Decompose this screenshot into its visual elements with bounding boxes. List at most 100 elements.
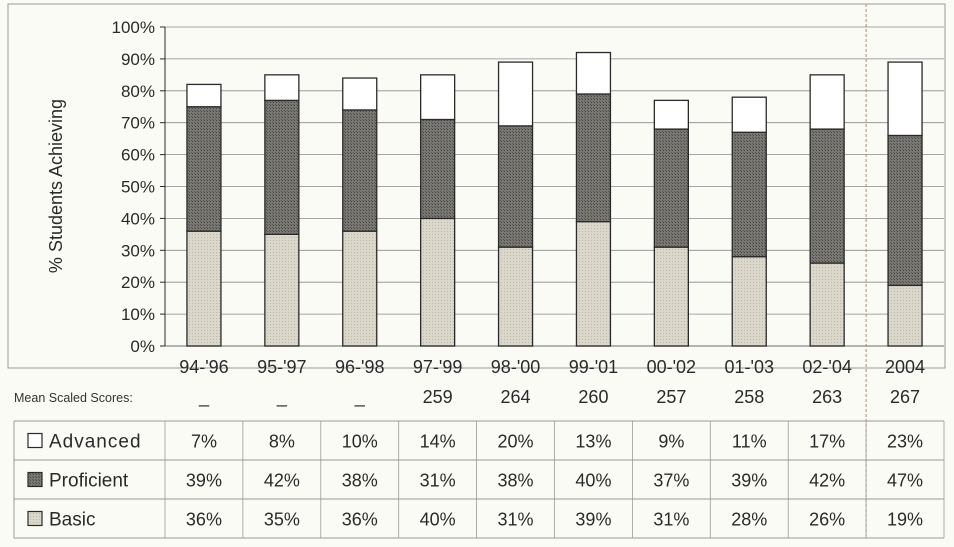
mean-scaled-score: 260 xyxy=(578,387,608,407)
mean-scaled-score: 263 xyxy=(812,387,842,407)
bar-segment-proficient xyxy=(264,99,300,235)
bar-segment-basic xyxy=(419,217,456,347)
y-tick-label: 90% xyxy=(121,50,155,69)
mean-scaled-score: _ xyxy=(198,387,210,408)
legend-label-basic: Basic xyxy=(49,510,95,531)
bar-segment-basic xyxy=(186,230,222,347)
bar-segment-advanced xyxy=(264,74,300,102)
bar-segment-basic xyxy=(809,262,845,347)
mean-scaled-score: 259 xyxy=(423,387,453,407)
bar-segment-advanced xyxy=(731,96,767,133)
data-label-basic: 39% xyxy=(575,510,611,530)
data-label-advanced: 9% xyxy=(658,432,684,452)
legend-swatch-basic xyxy=(27,510,43,527)
mean-scaled-score: 258 xyxy=(734,387,764,407)
bar-segment-advanced xyxy=(809,74,845,130)
y-tick-label: 20% xyxy=(121,273,155,292)
x-tick-label: 94-'96 xyxy=(179,357,228,377)
y-tick-label: 50% xyxy=(121,178,155,197)
mean-scaled-score: _ xyxy=(276,387,288,408)
mean-scaled-score: 264 xyxy=(501,387,531,407)
bar-segment-proficient xyxy=(575,93,612,223)
bar-segment-advanced xyxy=(497,61,534,127)
mean-scaled-score: 267 xyxy=(890,387,920,407)
data-label-advanced: 20% xyxy=(498,432,534,452)
bar-segment-advanced xyxy=(653,99,689,130)
bar-segment-advanced xyxy=(575,51,612,95)
data-label-proficient: 42% xyxy=(264,471,300,491)
y-tick-label: 100% xyxy=(112,18,155,37)
x-tick-label: 99-'01 xyxy=(569,357,618,377)
mean-scores-label: Mean Scaled Scores: xyxy=(14,391,133,405)
bar-segment-basic xyxy=(731,256,767,347)
x-tick-label: 2004 xyxy=(885,357,925,377)
x-tick-label: 95-'97 xyxy=(257,357,306,377)
data-label-advanced: 23% xyxy=(887,432,923,452)
bar-segment-advanced xyxy=(186,83,222,108)
data-label-basic: 19% xyxy=(887,510,923,530)
bar-segment-proficient xyxy=(887,134,923,287)
x-tick-label: 01-'03 xyxy=(725,357,774,377)
data-label-advanced: 13% xyxy=(575,432,611,452)
bar-segment-proficient xyxy=(342,109,378,232)
data-label-basic: 40% xyxy=(420,510,456,530)
bar-segment-proficient xyxy=(809,128,845,264)
y-tick-label: 80% xyxy=(121,82,155,101)
y-tick-label: 60% xyxy=(121,146,155,165)
data-label-proficient: 31% xyxy=(420,471,456,491)
bar-segment-basic xyxy=(887,284,923,347)
legend-label-advanced: Advanced xyxy=(49,432,142,453)
x-tick-label: 98-'00 xyxy=(491,357,540,377)
data-label-basic: 36% xyxy=(342,510,378,530)
bar-segment-proficient xyxy=(419,118,456,220)
mean-scaled-score: 257 xyxy=(656,387,686,407)
data-label-advanced: 14% xyxy=(420,432,456,452)
data-label-basic: 28% xyxy=(731,510,767,530)
bar-segment-advanced xyxy=(887,61,923,137)
data-label-basic: 36% xyxy=(186,510,222,530)
bar-segment-basic xyxy=(497,246,534,347)
y-tick-label: 10% xyxy=(121,305,155,324)
data-label-proficient: 40% xyxy=(575,471,611,491)
data-label-proficient: 38% xyxy=(498,471,534,491)
data-label-basic: 31% xyxy=(498,510,534,530)
data-label-advanced: 7% xyxy=(191,432,217,452)
data-label-advanced: 11% xyxy=(732,432,767,452)
data-label-advanced: 8% xyxy=(269,432,295,452)
bar-segment-basic xyxy=(653,246,689,347)
bar-segment-basic xyxy=(575,220,612,347)
outer-frame xyxy=(7,3,946,369)
x-tick-label: 96-'98 xyxy=(335,357,384,377)
data-label-proficient: 37% xyxy=(653,471,689,491)
data-label-proficient: 47% xyxy=(887,471,923,491)
bar-segment-advanced xyxy=(342,77,378,111)
data-label-basic: 31% xyxy=(653,510,689,530)
legend-swatch-advanced xyxy=(27,432,43,449)
data-label-proficient: 42% xyxy=(809,471,845,491)
data-label-advanced: 17% xyxy=(809,432,845,452)
data-label-advanced: 10% xyxy=(342,432,378,452)
x-tick-label: 97-'99 xyxy=(413,357,462,377)
x-tick-label: 00-'02 xyxy=(647,357,696,377)
y-tick-label: 0% xyxy=(130,337,155,356)
bar-segment-basic xyxy=(264,233,300,347)
mean-scaled-score: _ xyxy=(354,387,366,408)
bar-segment-advanced xyxy=(419,74,456,121)
data-label-proficient: 39% xyxy=(186,471,222,491)
y-axis-title: % Students Achieving xyxy=(46,99,66,273)
legend-label-proficient: Proficient xyxy=(49,471,129,492)
bar-segment-proficient xyxy=(731,131,767,258)
bar-segment-proficient xyxy=(186,106,222,232)
data-label-basic: 26% xyxy=(809,510,845,530)
y-tick-label: 30% xyxy=(121,241,155,260)
y-tick-label: 40% xyxy=(121,209,155,228)
bar-segment-proficient xyxy=(653,128,689,248)
legend-swatch-proficient xyxy=(27,471,43,488)
x-tick-label: 02-'04 xyxy=(802,357,851,377)
data-label-proficient: 38% xyxy=(342,471,378,491)
bar-segment-basic xyxy=(342,230,378,347)
data-label-basic: 35% xyxy=(264,510,300,530)
y-tick-label: 70% xyxy=(121,114,155,133)
